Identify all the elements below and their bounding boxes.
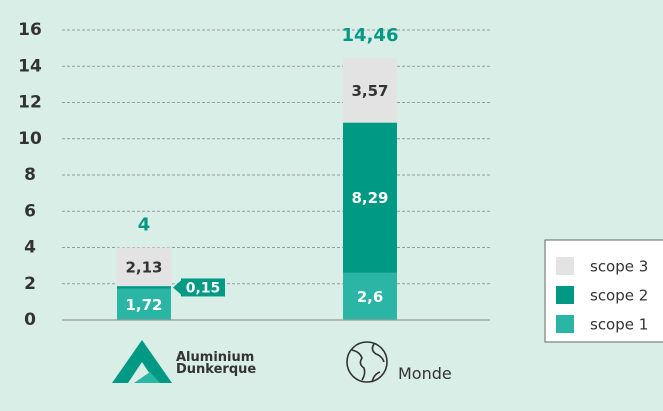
y-tick-label: 0 [24,310,36,330]
legend-label: scope 1 [590,316,648,334]
value-label: 0,15 [186,280,221,296]
globe-icon [346,341,388,383]
y-tick-label: 10 [18,129,42,149]
total-label: 14,46 [342,25,399,46]
bar-segment [117,286,171,289]
value-label: 8,29 [351,189,388,207]
legend-label: scope 3 [590,258,648,276]
bar-segment [343,122,397,273]
aluminium-logo [112,340,172,383]
total-label: 4 [138,215,151,236]
value-label: 1,72 [125,296,162,314]
bar-segment [117,247,171,287]
bar-segment [343,272,397,320]
callout-arrow [173,280,181,295]
category-label: Monde [398,364,452,383]
bar-segment [117,288,171,320]
y-tick-label: 12 [18,93,42,113]
bar-segment [343,57,397,123]
y-tick-label: 6 [24,201,36,221]
legend-label: scope 2 [590,287,648,305]
y-tick-label: 16 [18,20,42,40]
y-tick-label: 14 [18,56,42,76]
value-label: 3,57 [351,82,388,100]
callout-box [181,278,225,297]
y-tick-label: 8 [24,165,36,185]
category-label: Aluminium Dunkerque [176,350,257,377]
y-tick-label: 2 [24,274,36,294]
legend-swatch [556,257,574,275]
legend-swatch [556,286,574,304]
value-label: 2,6 [357,288,384,306]
value-label: 2,13 [125,258,162,276]
legend-swatch [556,315,574,333]
y-tick-label: 4 [24,238,36,258]
